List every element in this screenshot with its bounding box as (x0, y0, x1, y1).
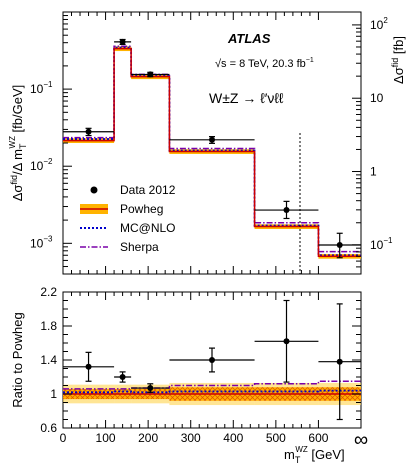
ratio-mcnlo-line (63, 389, 361, 394)
legend-entry-sherpa: Sherpa (120, 240, 159, 254)
energy-label: √s = 8 TeV, 20.3 fb−1 (215, 57, 314, 70)
main-data-points (63, 38, 361, 259)
legend-entry-data: Data 2012 (120, 183, 176, 197)
ratio-point-4 (283, 338, 290, 345)
ratio-point-2 (147, 385, 154, 392)
ratio-y-tick-label-0: 0.6 (40, 421, 57, 435)
ratio-data-points (63, 299, 361, 421)
ratio-point-1 (119, 374, 126, 380)
main-y-tick-label-2: 10−1 (30, 80, 53, 96)
data-point-1 (119, 38, 126, 45)
sherpa-line (63, 45, 361, 253)
main-y-tick-label-1: 10−2 (30, 157, 53, 173)
ratio-y-tick-label-2: 1.4 (40, 353, 57, 367)
main-y-axis-label: Δσfid/Δ mTWZ [fb/GeV] (8, 85, 28, 202)
ratio-x-tick-label-3: 300 (181, 431, 201, 445)
ratio-sherpa-line (63, 380, 361, 390)
ratio-point-5 (336, 358, 343, 365)
data-point-2 (147, 71, 154, 78)
ratio-x-tick-label-1: 100 (96, 431, 116, 445)
main-axis-ticks: 10−3 10−2 10−1 10−1 1 10 102 (30, 11, 393, 275)
ratio-point-0 (85, 363, 92, 370)
powheg-line (63, 47, 361, 257)
right-tick-label-1: 1 (370, 165, 377, 179)
experiment-label: ATLAS (227, 31, 271, 46)
legend-entry-mcnlo: MC@NLO (120, 221, 176, 235)
ratio-axis-ticks: 0.6 1 1.4 1.8 2.2 0 100 200 300 400 500 600 ∞ (40, 285, 368, 451)
ratio-x-tick-label-7: ∞ (354, 429, 368, 451)
ratio-x-tick-label-4: 400 (223, 431, 243, 445)
main-prediction-lines (63, 45, 361, 257)
ratio-y-tick-label-4: 2.2 (40, 285, 57, 299)
ratio-x-tick-label-2: 200 (138, 431, 158, 445)
x-axis-label: mTWZ [GeV] (284, 445, 345, 465)
ratio-x-tick-label-5: 500 (266, 431, 286, 445)
right-axis-label: Δσfid [fb] (390, 36, 406, 84)
ratio-prediction-lines (63, 380, 361, 395)
process-label: W±Z → ℓ′νℓℓ (209, 90, 284, 106)
legend-entry-powheg: Powheg (120, 202, 163, 216)
right-tick-label-3: 102 (370, 16, 388, 32)
ratio-x-tick-label-0: 0 (60, 431, 67, 445)
legend: Data 2012 Powheg MC@NLO Sherpa (80, 183, 176, 254)
data-point-4 (283, 207, 290, 214)
right-tick-label-2: 10 (370, 91, 384, 105)
data-point-3 (209, 136, 215, 143)
data-point-0 (85, 128, 92, 135)
ratio-y-tick-label-3: 1.8 (40, 319, 57, 333)
legend-marker-data (90, 186, 98, 194)
ratio-point-3 (209, 357, 215, 363)
ratio-x-tick-label-6: 600 (308, 431, 328, 445)
data-point-5 (336, 242, 343, 249)
right-tick-label-0: 10−1 (370, 236, 393, 252)
ratio-y-axis-label: Ratio to Powheg (10, 312, 25, 407)
main-y-tick-label-0: 10−3 (30, 234, 53, 250)
ratio-y-tick-label-1: 1 (50, 387, 57, 401)
